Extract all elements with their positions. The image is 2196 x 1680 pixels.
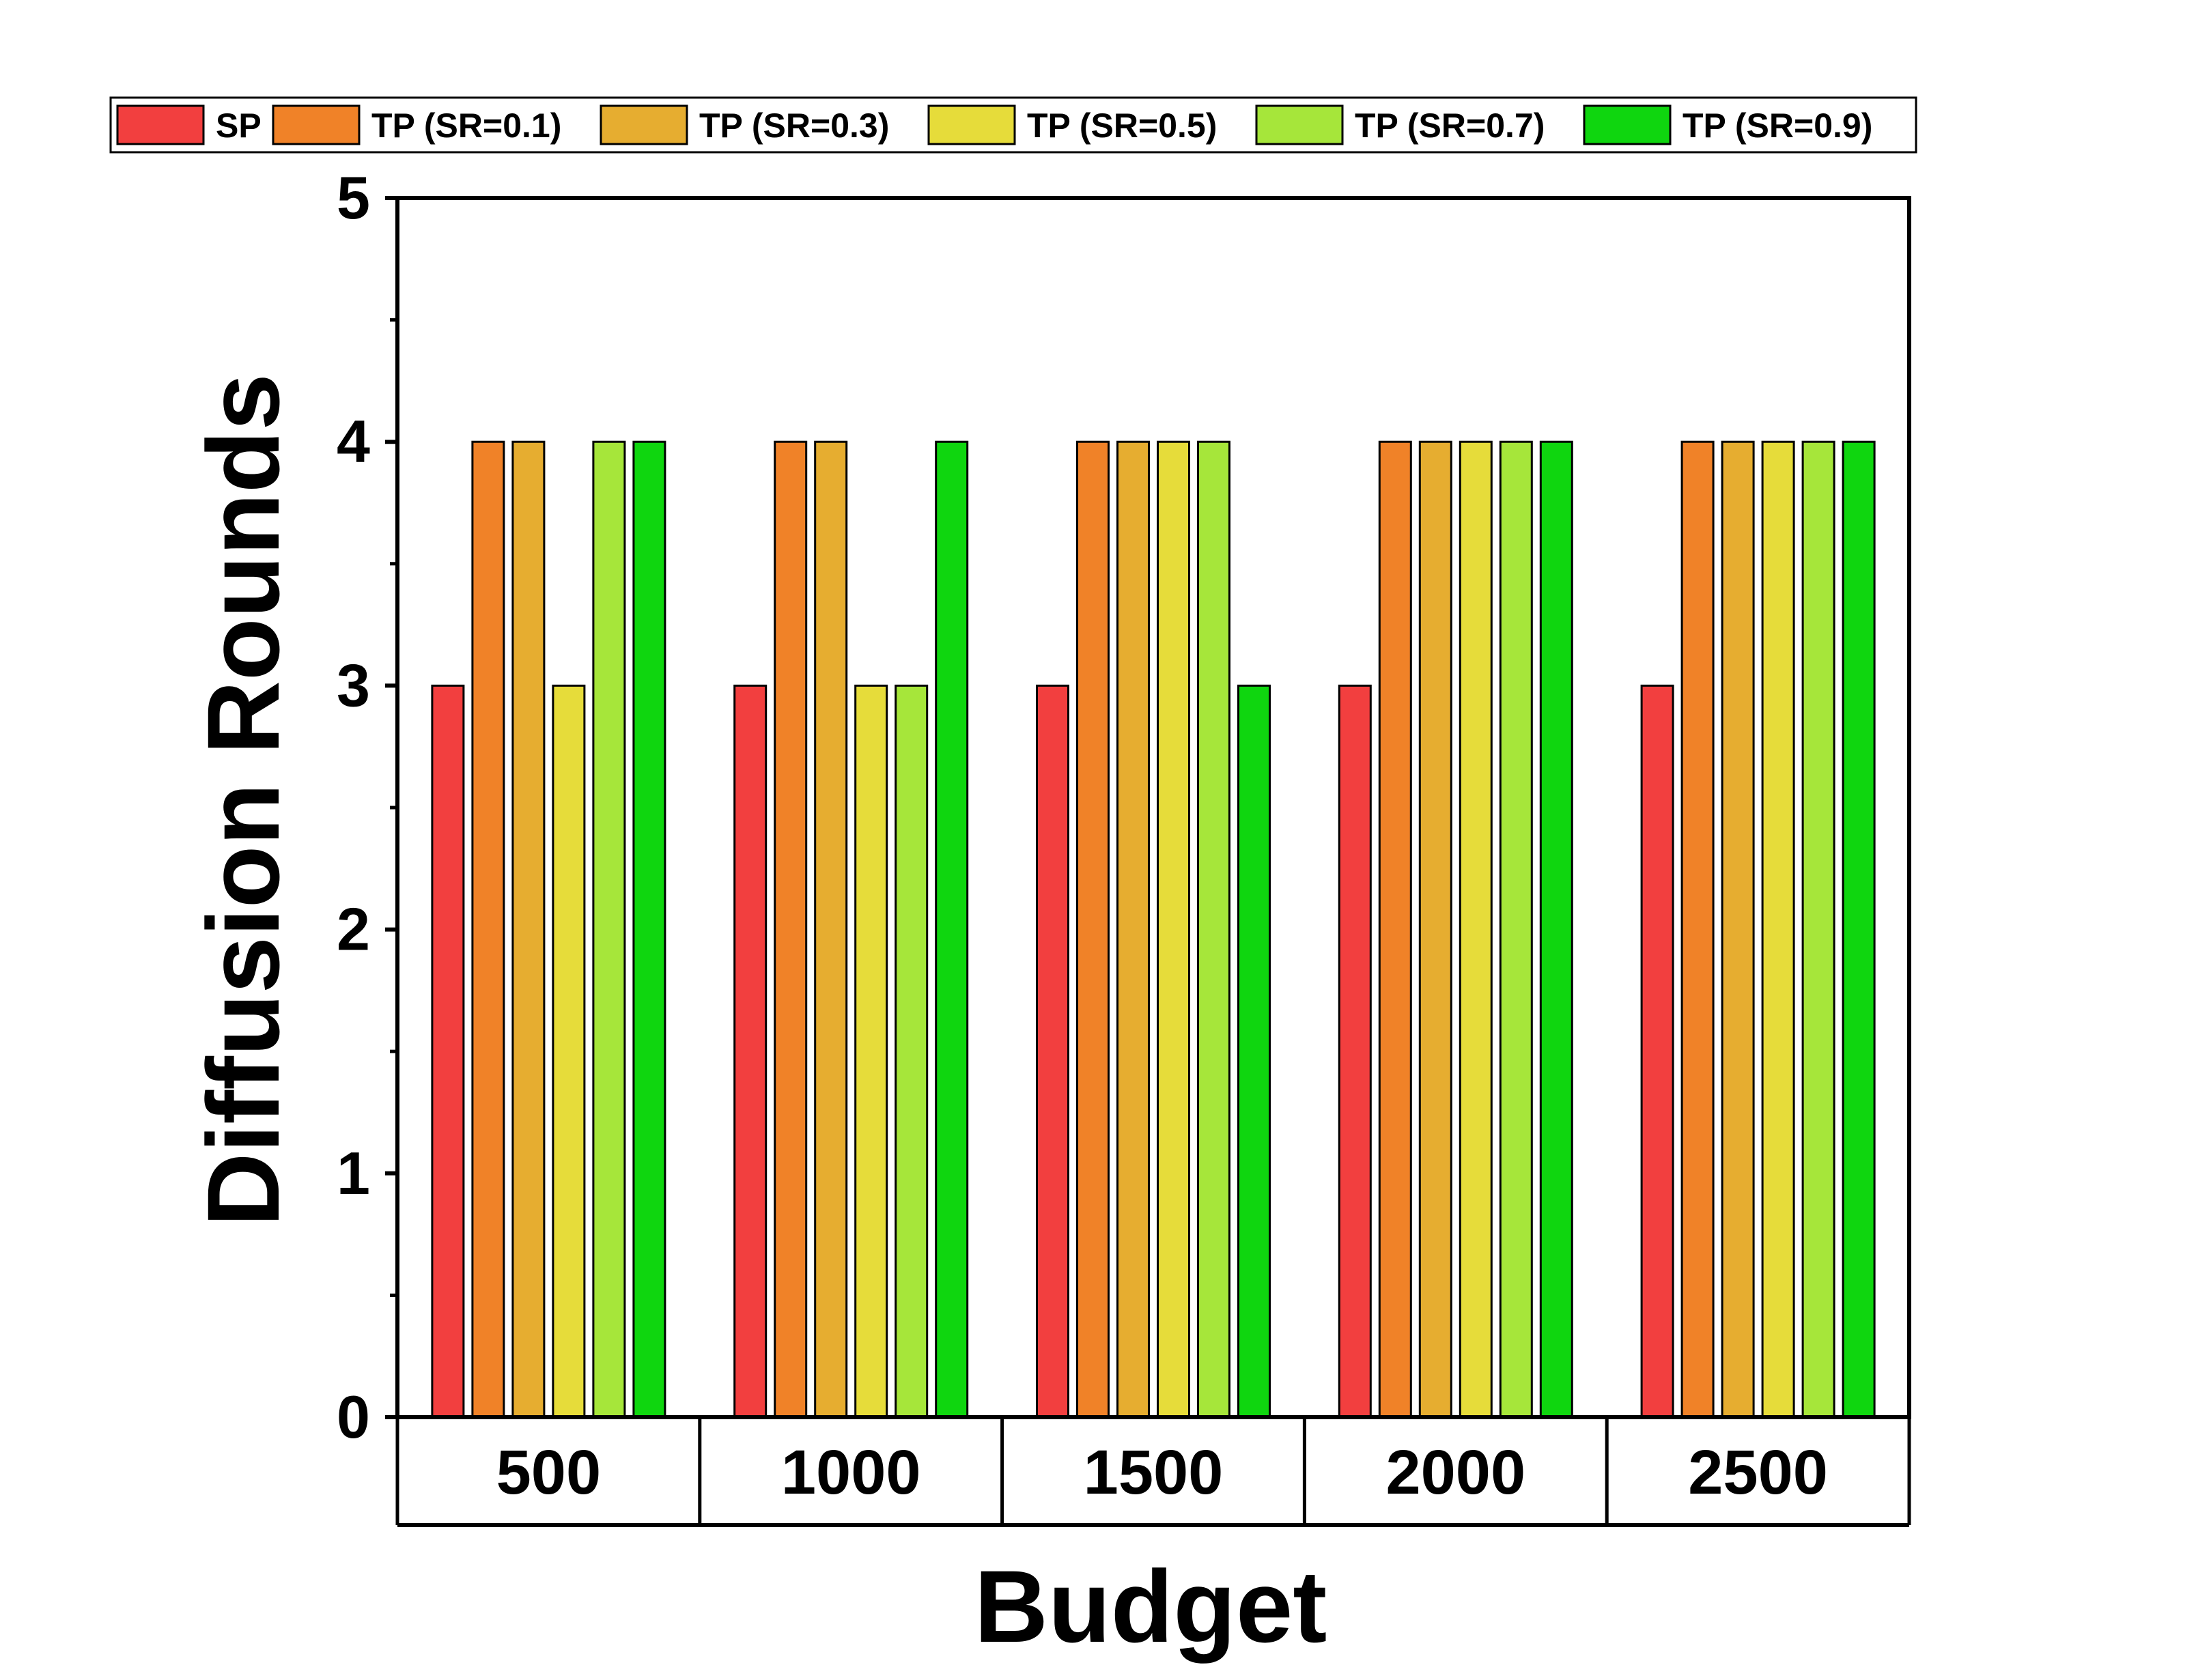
bar-2000-5 [1539,440,1573,1419]
x-category-label: 1500 [1084,1438,1224,1507]
bars [431,440,1876,1419]
legend-swatch [927,104,1016,145]
bar-1000-1 [774,440,808,1419]
bar-500-1 [471,440,505,1419]
y-tick-label: 4 [337,408,370,475]
bar-1000-0 [733,684,768,1419]
bar-1500-1 [1076,440,1110,1419]
bar-2500-4 [1801,440,1835,1419]
y-tick-label: 3 [337,651,370,719]
bar-1000-5 [935,440,969,1419]
bar-1000-4 [895,684,929,1419]
bar-2500-3 [1761,440,1795,1419]
bar-1500-2 [1116,440,1150,1419]
x-category-label: 500 [496,1438,602,1507]
x-category-label: 2000 [1385,1438,1525,1507]
legend-swatch [600,104,688,145]
bar-1000-3 [854,684,888,1419]
y-axis-title: Diffusion Rounds [186,373,300,1227]
x-category-label: 1000 [781,1438,921,1507]
bar-1000-2 [814,440,848,1419]
bar-2500-0 [1640,684,1674,1419]
legend: SP TP (SR=0.1) TP (SR=0.3) TP (SR=0.5) TP (S… [109,96,1917,154]
y-tick-label: 1 [337,1139,370,1207]
bar-500-2 [511,440,546,1419]
bar-1500-3 [1157,440,1190,1419]
bar-2500-5 [1842,440,1876,1419]
bar-2500-1 [1680,440,1715,1419]
legend-label: TP (SR=0.5) [1027,106,1217,145]
legend-label: TP (SR=0.7) [1355,106,1545,145]
bar-1500-0 [1036,684,1069,1419]
bar-2000-4 [1499,440,1533,1419]
bar-500-0 [431,684,465,1419]
bar-1500-4 [1197,440,1230,1419]
legend-label: TP (SR=0.9) [1683,106,1872,145]
legend-label: TP (SR=0.1) [371,106,561,145]
bar-2000-1 [1378,440,1412,1419]
bar-2000-0 [1338,684,1372,1419]
legend-label: TP (SR=0.3) [699,106,889,145]
bar-500-5 [632,440,666,1419]
bar-2500-2 [1721,440,1755,1419]
legend-swatch [1583,104,1672,145]
bar-2000-3 [1459,440,1493,1419]
bar-500-3 [552,684,586,1419]
legend-swatch [116,104,205,145]
x-axis-title: Budget [974,1549,1327,1664]
y-tick-label: 2 [337,896,370,963]
bar-1500-5 [1237,684,1271,1419]
bar-500-4 [592,440,626,1419]
y-tick-label: 0 [337,1383,370,1451]
bar-2000-2 [1418,440,1452,1419]
legend-label: SP [216,106,262,145]
axes: 0 1 2 3 4 5 500 1000 1500 2000 2500 [337,164,1911,1527]
y-tick-label: 5 [337,164,370,231]
x-category-label: 2500 [1688,1438,1828,1507]
legend-swatch [1255,104,1344,145]
legend-swatch [272,104,361,145]
